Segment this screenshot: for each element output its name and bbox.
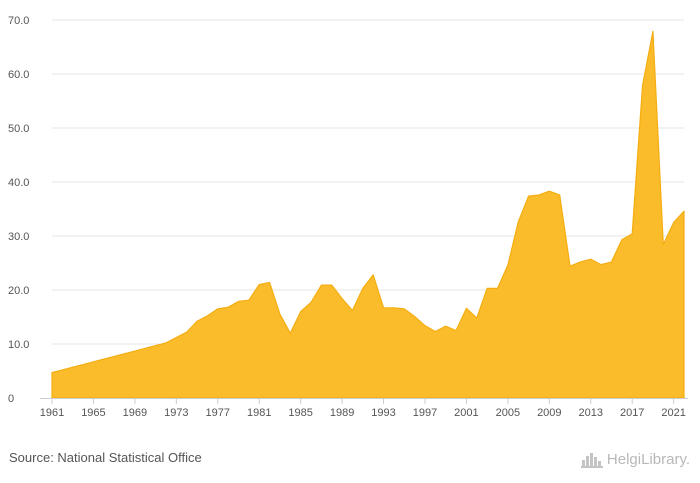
x-tick-label: 2009 — [537, 407, 561, 419]
data-point — [651, 29, 655, 33]
data-point — [174, 336, 178, 340]
x-tick-label: 1977 — [206, 407, 230, 419]
y-axis-ticks: 0 10.0 20.0 30.0 40.0 50.0 60.0 70.0 — [8, 15, 29, 405]
data-point — [288, 331, 292, 335]
data-point — [60, 368, 64, 372]
data-point — [537, 193, 541, 197]
data-point — [102, 357, 106, 361]
data-point — [81, 363, 85, 367]
data-point — [392, 306, 396, 310]
data-point — [133, 349, 137, 353]
brand-logo[interactable]: HelgiLibrary. — [580, 450, 690, 468]
data-point — [444, 324, 448, 328]
brand-name: HelgiLibrary. — [606, 450, 690, 468]
data-point — [516, 220, 520, 224]
data-point — [464, 306, 468, 310]
data-point — [143, 346, 147, 350]
data-point — [682, 209, 686, 213]
y-tick-label: 70.0 — [8, 15, 29, 27]
data-point — [672, 221, 676, 225]
data-point — [226, 305, 230, 309]
data-point — [599, 263, 603, 267]
x-tick-label: 2001 — [454, 407, 478, 419]
data-point — [661, 243, 665, 247]
data-point — [527, 194, 531, 198]
grid-lines — [52, 19, 684, 345]
data-point — [154, 344, 158, 348]
x-axis-ticks: 1961 1965 1969 1973 1977 1981 1985 1989 1993 1997… — [40, 398, 686, 419]
data-point — [319, 283, 323, 287]
y-tick-label: 10.0 — [8, 339, 29, 351]
data-point — [236, 299, 240, 303]
data-point — [371, 273, 375, 277]
data-point — [350, 309, 354, 313]
data-point — [361, 286, 365, 290]
data-point — [423, 324, 427, 328]
data-point — [641, 83, 645, 87]
data-point — [123, 352, 127, 356]
x-tick-label: 2005 — [496, 407, 520, 419]
x-tick-label: 2021 — [661, 407, 685, 419]
data-point — [195, 319, 199, 323]
data-point — [185, 330, 189, 334]
data-point — [299, 310, 303, 314]
data-point — [257, 283, 261, 287]
data-point — [340, 297, 344, 301]
skyline-icon — [580, 453, 603, 468]
data-point — [589, 257, 593, 261]
data-point — [630, 232, 634, 236]
data-point — [278, 312, 282, 316]
data-point — [496, 286, 500, 290]
x-tick-label: 1985 — [288, 407, 312, 419]
area-series — [51, 30, 685, 399]
data-point — [382, 306, 386, 310]
data-point — [433, 330, 437, 334]
data-point — [71, 365, 75, 369]
data-point — [609, 260, 613, 264]
data-point — [547, 189, 551, 193]
data-point — [413, 314, 417, 318]
data-point — [506, 263, 510, 267]
data-point — [247, 298, 251, 302]
x-tick-label: 2013 — [579, 407, 603, 419]
y-tick-label: 0 — [8, 393, 14, 405]
x-tick-label: 2017 — [620, 407, 644, 419]
data-point — [205, 314, 209, 318]
data-point — [216, 307, 220, 311]
x-tick-label: 1973 — [164, 407, 188, 419]
x-tick-label: 1965 — [81, 407, 105, 419]
data-point — [309, 300, 313, 304]
source-note: Source: National Statistical Office — [9, 450, 202, 465]
y-tick-label: 60.0 — [8, 69, 29, 81]
data-point — [475, 316, 479, 320]
data-point — [91, 360, 95, 364]
x-tick-label: 1961 — [40, 407, 64, 419]
data-point — [268, 280, 272, 284]
data-point — [485, 286, 489, 290]
data-point — [568, 264, 572, 268]
y-tick-label: 40.0 — [8, 177, 29, 189]
data-point — [112, 354, 116, 358]
data-point — [558, 193, 562, 197]
data-point — [578, 260, 582, 264]
data-point — [164, 341, 168, 345]
x-tick-label: 1981 — [247, 407, 271, 419]
data-point — [50, 371, 54, 375]
data-point — [402, 307, 406, 311]
x-tick-label: 1969 — [123, 407, 147, 419]
x-tick-label: 1997 — [413, 407, 437, 419]
x-tick-label: 1989 — [330, 407, 354, 419]
y-tick-label: 20.0 — [8, 285, 29, 297]
x-tick-label: 1993 — [371, 407, 395, 419]
data-point — [620, 238, 624, 242]
data-point — [330, 283, 334, 287]
y-tick-label: 30.0 — [8, 231, 29, 243]
data-point — [454, 329, 458, 333]
y-tick-label: 50.0 — [8, 123, 29, 135]
